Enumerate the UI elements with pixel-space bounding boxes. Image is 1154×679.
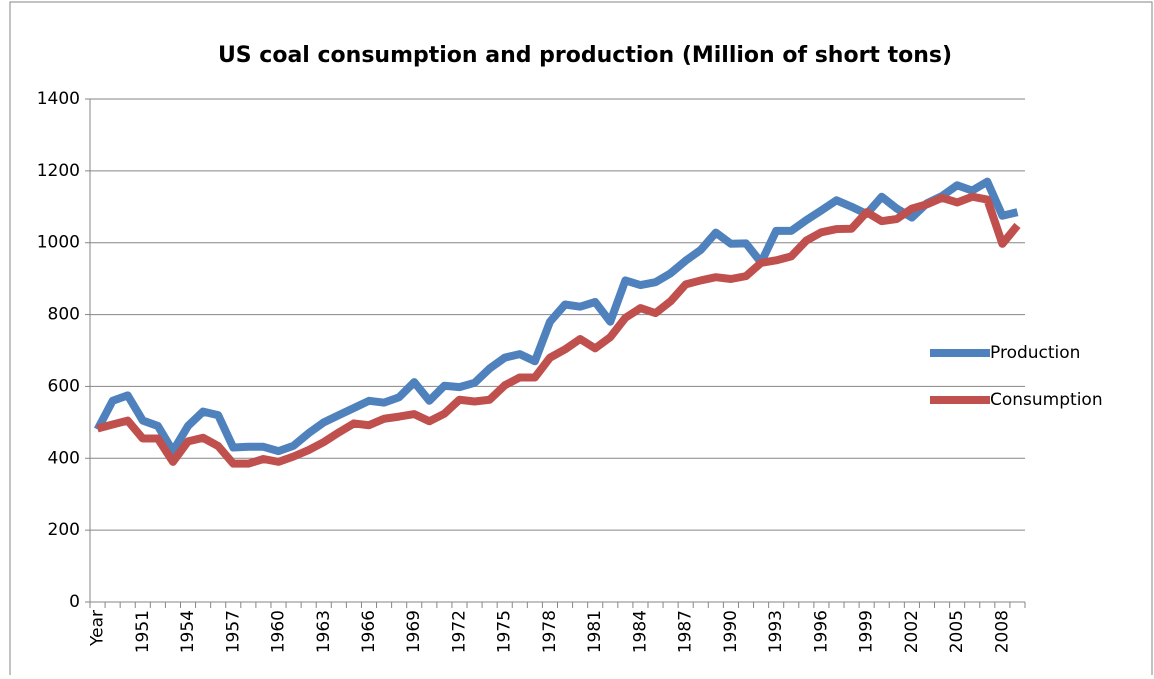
x-tick-label: 1990: [721, 610, 741, 653]
x-tick-label: 1966: [359, 610, 379, 653]
series-line: [96, 192, 1021, 468]
legend-label: Production: [990, 343, 1080, 363]
x-tick-label: 1951: [133, 610, 153, 653]
x-tick-label: 1984: [630, 610, 650, 653]
x-tick-label: 1975: [495, 610, 515, 653]
y-tick-label: 800: [48, 305, 80, 325]
y-tick-label: 400: [48, 448, 80, 468]
x-tick-label: 2002: [902, 610, 922, 653]
x-tick-label: 1978: [540, 610, 560, 653]
y-tick-label: 0: [69, 592, 80, 612]
x-tick-label: 1960: [269, 610, 289, 653]
y-tick-label: 600: [48, 376, 80, 396]
y-tick-label: 200: [48, 520, 80, 540]
x-tick-label: 1972: [449, 610, 469, 653]
legend-label: Consumption: [990, 390, 1103, 410]
x-tick-label: 1993: [766, 610, 786, 653]
x-tick-label: 2008: [992, 610, 1012, 653]
x-tick-label: 1999: [857, 610, 877, 653]
x-tick-label: 1954: [178, 610, 198, 653]
x-tick-label: Year: [88, 610, 108, 647]
x-tick-label: 2005: [947, 610, 967, 653]
chart-title: US coal consumption and production (Mill…: [218, 43, 952, 68]
y-tick-label: 1000: [37, 233, 80, 253]
y-tick-label: 1200: [37, 161, 80, 181]
x-tick-label: 1957: [223, 610, 243, 653]
x-tick-label: 1996: [811, 610, 831, 653]
x-tick-label: 1981: [585, 610, 605, 653]
y-tick-label: 1400: [37, 89, 80, 109]
x-tick-label: 1963: [314, 610, 334, 653]
x-tick-label: 1969: [404, 610, 424, 653]
x-tick-label: 1987: [676, 610, 696, 653]
